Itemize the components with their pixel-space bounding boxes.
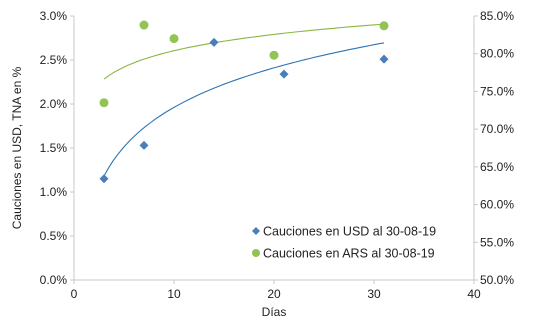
y-left-tick-label: 3.0% <box>40 9 68 23</box>
x-axis-title: Días <box>262 305 287 319</box>
y-left-tick-label: 0.0% <box>40 273 68 287</box>
y-left-tick-label: 0.5% <box>40 229 68 243</box>
data-point-series-2 <box>269 50 279 60</box>
trendlines <box>103 23 385 177</box>
y-axis-left-title: Cauciones en USD, TNA en % <box>10 66 24 229</box>
legend-label-series-2: Cauciones en ARS al 30-08-19 <box>263 247 435 261</box>
y-left-tick-label: 1.0% <box>40 185 68 199</box>
y-right-tick-label: 75.0% <box>480 84 514 98</box>
trendline-series-1 <box>103 42 385 177</box>
data-point-series-2 <box>379 21 389 31</box>
x-tick-label: 40 <box>467 287 481 301</box>
axes: 0.0% 0.5% 1.0% 1.5% 2.0% 2.5% 3.0% 50.0% 55.0% 60… <box>40 9 515 301</box>
x-tick-label: 10 <box>167 287 181 301</box>
x-tick-label: 30 <box>367 287 381 301</box>
data-point-series-1 <box>99 174 109 184</box>
y-right-tick-label: 80.0% <box>480 47 514 61</box>
y-left-tick-label: 1.5% <box>40 141 68 155</box>
y-left-tick-label: 2.5% <box>40 53 68 67</box>
data-point-series-1 <box>279 69 289 79</box>
data-point-series-1 <box>379 54 389 64</box>
x-tick-label: 0 <box>71 287 78 301</box>
data-point-series-2 <box>99 98 109 108</box>
y-right-tick-label: 60.0% <box>480 198 514 212</box>
data-point-series-1 <box>139 140 149 150</box>
trendline-series-2 <box>103 23 385 80</box>
y-right-tick-label: 70.0% <box>480 122 514 136</box>
data-point-series-1 <box>209 37 219 47</box>
legend: Cauciones en USD al 30-08-19 Cauciones en… <box>252 225 436 261</box>
legend-marker-series-1 <box>252 227 260 235</box>
y-left-tick-label: 2.0% <box>40 97 68 111</box>
legend-label-series-1: Cauciones en USD al 30-08-19 <box>263 225 436 239</box>
data-point-series-2 <box>169 34 179 44</box>
y-right-tick-label: 50.0% <box>480 273 514 287</box>
y-right-tick-label: 85.0% <box>480 9 514 23</box>
y-right-tick-label: 55.0% <box>480 235 514 249</box>
data-points <box>99 20 389 184</box>
y-right-tick-label: 65.0% <box>480 160 514 174</box>
legend-marker-series-2 <box>252 249 260 257</box>
data-point-series-2 <box>139 20 149 30</box>
x-tick-label: 20 <box>267 287 281 301</box>
